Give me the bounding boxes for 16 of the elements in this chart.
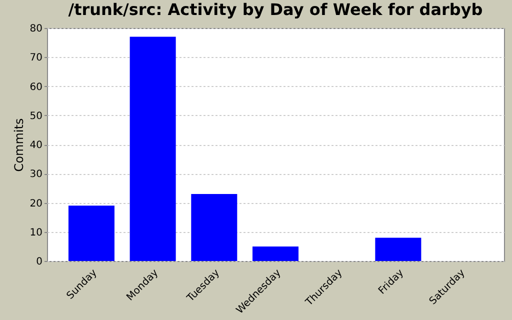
- bar: [252, 246, 299, 261]
- y-tick-label: 50: [30, 110, 42, 122]
- bar: [68, 206, 114, 261]
- y-tick-label: 80: [30, 24, 42, 34]
- y-tick-label: 10: [30, 227, 42, 238]
- chart-title: /trunk/src: Activity by Day of Week for darbyb: [68, 0, 483, 19]
- bar: [191, 194, 238, 261]
- y-tick-label: 60: [30, 82, 42, 93]
- y-tick-label: 40: [30, 140, 42, 151]
- y-axis-title: Commits: [12, 118, 26, 172]
- y-tick-label: 0: [36, 256, 42, 268]
- bar: [130, 36, 176, 261]
- y-tick-label: 30: [30, 169, 42, 180]
- bar: [375, 238, 422, 261]
- y-tick-label: 70: [30, 52, 42, 64]
- y-tick-label: 20: [30, 198, 42, 210]
